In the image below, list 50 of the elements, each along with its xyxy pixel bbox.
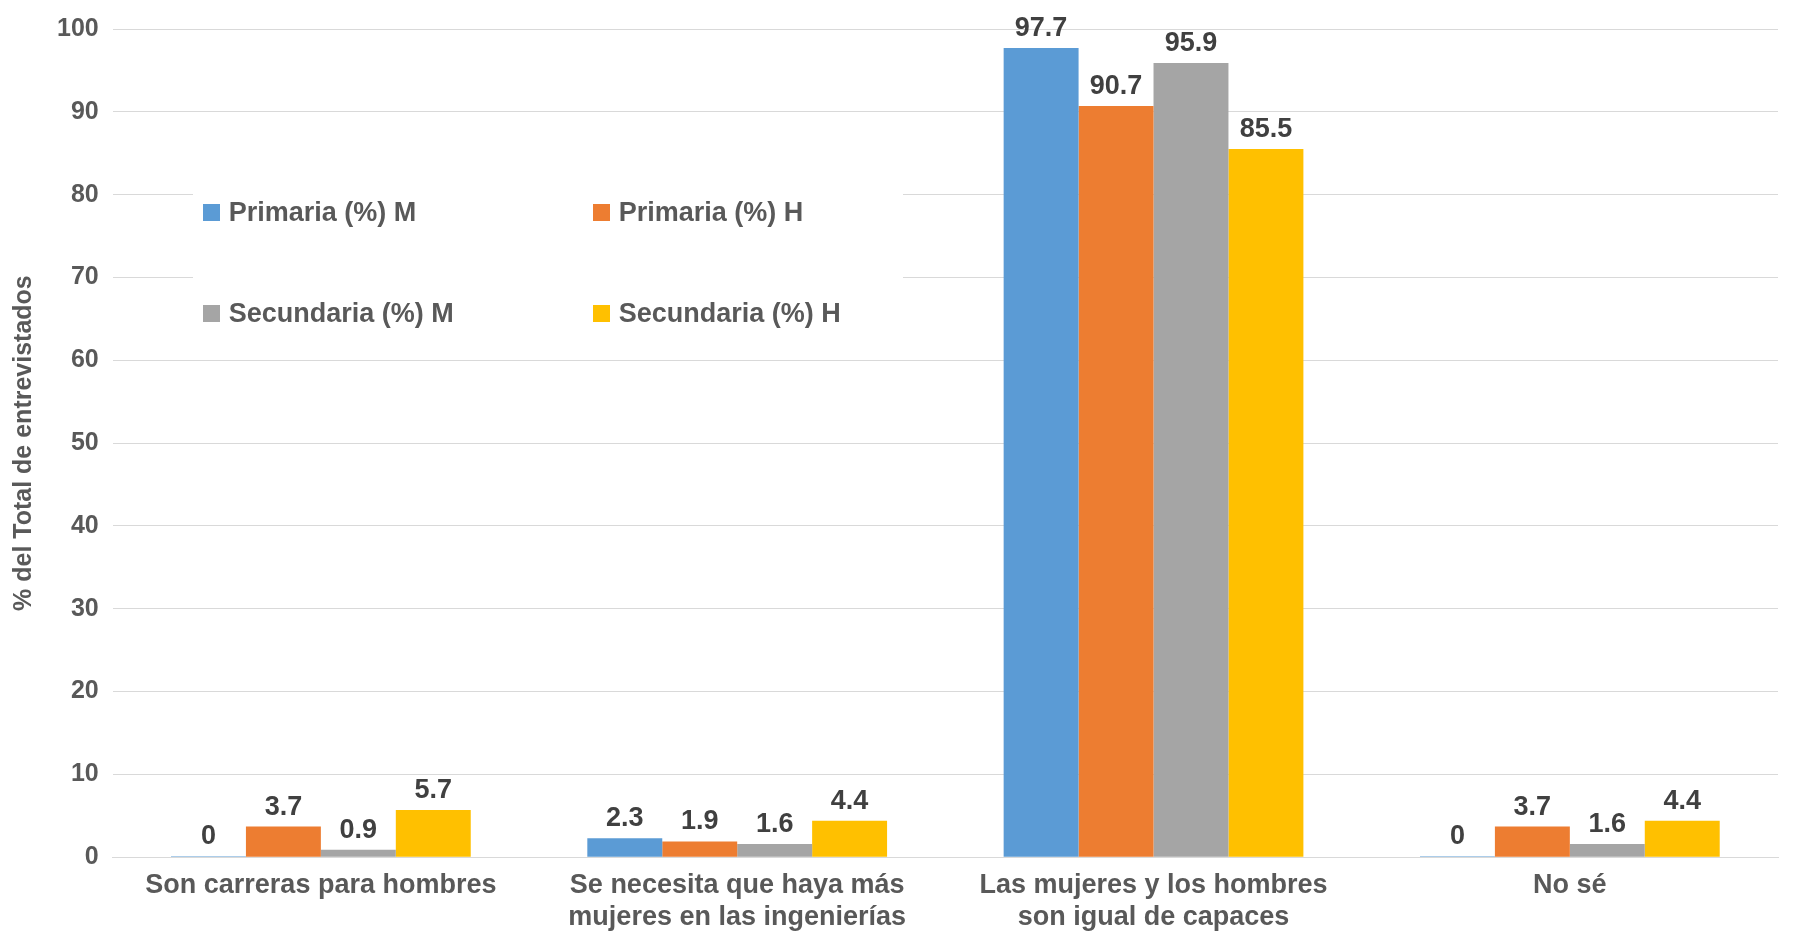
bar (812, 820, 888, 857)
bar (737, 843, 813, 857)
data-label: 5.7 (414, 773, 453, 804)
data-label: 0 (200, 820, 216, 851)
legend-label: Primaria (%) H (618, 197, 804, 228)
data-label: 2.3 (606, 802, 644, 833)
data-label: 3.7 (1513, 790, 1552, 821)
data-label: 4.4 (830, 784, 869, 815)
legend-label: Primaria (%) M (228, 197, 417, 228)
bar (1003, 48, 1079, 857)
data-label: 1.9 (680, 805, 719, 836)
data-label: 90.7 (1089, 69, 1143, 100)
y-tick-label: 20 (70, 675, 99, 704)
data-label: 1.6 (1588, 807, 1627, 838)
y-tick-label: 90 (70, 95, 99, 124)
bar (395, 809, 471, 857)
bar (587, 838, 663, 857)
data-label: 97.7 (1014, 12, 1068, 42)
y-tick-label: 50 (70, 426, 99, 455)
y-tick-label: 10 (70, 758, 99, 787)
y-tick-label: 70 (70, 261, 99, 290)
bar (1494, 826, 1570, 857)
legend-label: Secundaria (%) H (618, 298, 841, 329)
y-tick-label: 60 (70, 344, 99, 373)
bar (1153, 62, 1229, 857)
data-label: 0 (1449, 820, 1465, 851)
data-label: 85.5 (1239, 113, 1293, 144)
data-label: 95.9 (1164, 26, 1218, 57)
bar (320, 849, 396, 857)
legend-label: Secundaria (%) M (228, 298, 454, 329)
y-tick-label: 30 (70, 592, 99, 621)
data-label: 1.6 (755, 807, 794, 838)
x-tick-label: Las mujeres y los hombres son igual de capaces (979, 868, 1328, 932)
x-tick-label: No sé (1533, 868, 1607, 899)
y-tick-label: 80 (70, 178, 99, 207)
data-label: 4.4 (1663, 784, 1702, 815)
bar (1228, 149, 1304, 857)
y-axis-title: % del Total de entrevistados (7, 275, 36, 611)
bar (1078, 106, 1154, 857)
x-tick-label: Son carreras para hombres (145, 868, 497, 899)
bar (1569, 843, 1645, 857)
data-label: 3.7 (264, 790, 303, 821)
bar (245, 826, 321, 857)
bar (1644, 820, 1720, 857)
x-tick-label: Se necesita que haya más mujeres en las ingenierías (568, 868, 907, 932)
bar (662, 841, 738, 857)
data-label: 0.9 (339, 813, 378, 844)
y-tick-label: 100 (56, 12, 99, 41)
y-tick-label: 40 (70, 509, 99, 538)
y-tick-label: 0 (84, 841, 99, 870)
